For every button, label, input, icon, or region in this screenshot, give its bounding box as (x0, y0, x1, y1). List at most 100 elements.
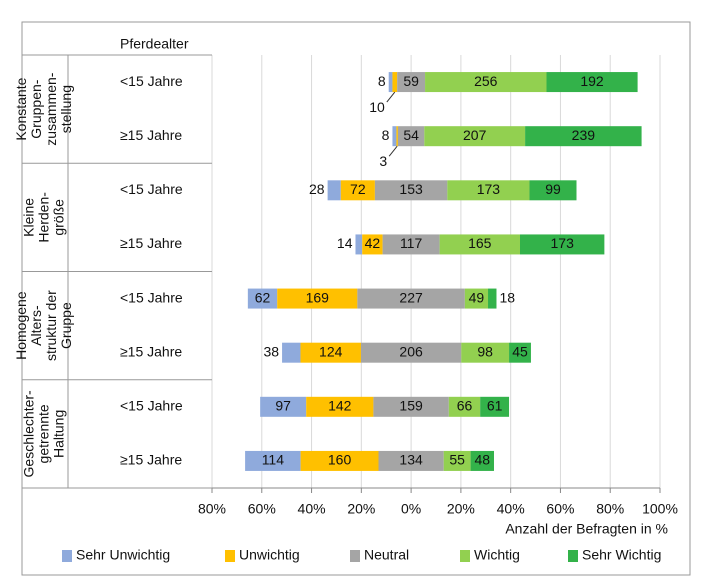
legend-swatch (460, 550, 470, 562)
bar-segment (282, 342, 301, 363)
row-header: Pferdealter (120, 36, 189, 52)
bar-segment (392, 126, 397, 147)
x-tick-label: 80% (198, 501, 226, 517)
data-label: 38 (263, 343, 279, 359)
category-label: <15 Jahre (120, 181, 183, 197)
data-label: 142 (328, 398, 352, 414)
data-label: 48 (475, 452, 491, 468)
bar-segment (357, 288, 465, 309)
category-label: <15 Jahre (120, 398, 183, 414)
bar-segment (300, 450, 379, 471)
group-label-line: größe (51, 199, 67, 236)
group-label-line: struktur der (43, 290, 59, 361)
bar-segment (439, 234, 520, 255)
data-label: 98 (477, 343, 493, 359)
group-label-line: Alters- (28, 305, 44, 346)
x-axis-title: Anzahl der Befragten in % (505, 521, 668, 537)
x-tick-label: 20% (347, 501, 375, 517)
legend-label: Sehr Unwichtig (76, 547, 170, 563)
bar-segment (397, 126, 425, 147)
group-label: Kleine Herden-größe (21, 192, 67, 243)
group-label-line: stellung (58, 85, 74, 133)
legend-swatch (350, 550, 360, 562)
group-label-line: Kleine (21, 198, 37, 237)
legend-label: Unwichtig (239, 547, 300, 563)
bar-segment (509, 342, 531, 363)
data-label: 173 (551, 235, 575, 251)
legend-label: Wichtig (474, 547, 520, 563)
bar-segment (245, 450, 301, 471)
x-tick-label: 60% (546, 501, 574, 517)
data-label: 14 (337, 235, 353, 251)
bar-segment (520, 234, 605, 255)
group-label-line: zusammen- (43, 72, 59, 145)
bar-segment (396, 126, 398, 147)
bar-segment (306, 396, 374, 417)
data-label: 3 (379, 153, 387, 169)
data-label: 55 (449, 452, 465, 468)
group-label: Geschlechter-getrennte Haltung (21, 390, 67, 477)
bar-segment (448, 396, 481, 417)
bar-segment (447, 180, 530, 201)
bar-segment (464, 288, 489, 309)
data-label: 134 (399, 452, 423, 468)
bar-segment (425, 72, 547, 93)
bar-segment (362, 234, 383, 255)
bar-segment (327, 180, 341, 201)
data-label: 10 (369, 99, 385, 115)
bar-segment (397, 72, 426, 93)
bar-segment (378, 450, 444, 471)
x-tick-label: 0% (401, 501, 421, 517)
data-label: 153 (399, 181, 423, 197)
bar-segment (470, 450, 494, 471)
data-label: 165 (468, 235, 492, 251)
data-label: 8 (382, 127, 390, 143)
bar-segment (300, 342, 361, 363)
category-label: <15 Jahre (120, 73, 183, 89)
data-label: 42 (365, 235, 381, 251)
data-label: 239 (572, 127, 596, 143)
data-label: 18 (499, 289, 515, 305)
data-label: 28 (309, 181, 325, 197)
x-tick-label: 100% (642, 501, 678, 517)
data-label: 227 (399, 289, 423, 305)
legend-swatch (62, 550, 72, 562)
data-label: 256 (474, 73, 498, 89)
legend-swatch (225, 550, 235, 562)
legend-swatch (568, 550, 578, 562)
data-label: 117 (400, 235, 423, 251)
leader-line (388, 145, 398, 157)
x-tick-label: 20% (447, 501, 475, 517)
data-label: 124 (319, 343, 343, 359)
group-label: Konstante Gruppen-zusammen-stellung (13, 72, 74, 145)
group-label-line: getrennte (36, 404, 52, 463)
group-label-line: Gruppe (58, 302, 74, 349)
bar-segment (360, 342, 462, 363)
bar-segment (388, 72, 393, 93)
x-tick-label: 80% (596, 501, 624, 517)
bar-segment (461, 342, 510, 363)
data-label: 173 (477, 181, 501, 197)
group-label: Homogene Alters-struktur der Gruppe (13, 290, 74, 361)
bar-segment (340, 180, 375, 201)
bar-segment (260, 396, 307, 417)
data-label: 49 (469, 289, 485, 305)
category-label: ≥15 Jahre (120, 343, 182, 359)
bar-segment (525, 126, 642, 147)
bar-segment (480, 396, 510, 417)
bar-segment (355, 234, 363, 255)
group-label-line: Geschlechter- (21, 390, 37, 477)
bar-segment (546, 72, 638, 93)
data-label: 160 (328, 452, 352, 468)
data-label: 8 (378, 73, 386, 89)
data-label: 54 (403, 127, 419, 143)
legend-label: Sehr Wichtig (582, 547, 661, 563)
data-label: 72 (350, 181, 366, 197)
bar-segment (374, 180, 448, 201)
bar-segment (277, 288, 358, 309)
bar-segment (488, 288, 497, 309)
group-label-line: Gruppen- (28, 79, 44, 138)
bar-segment (382, 234, 440, 255)
data-label: 159 (399, 398, 423, 414)
